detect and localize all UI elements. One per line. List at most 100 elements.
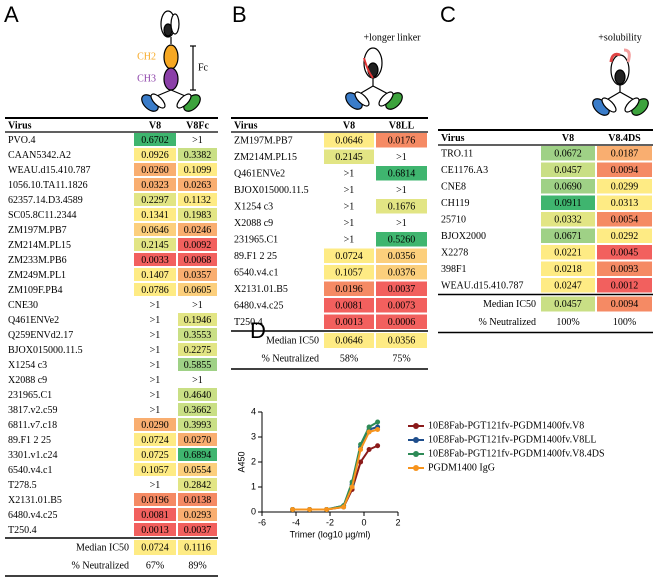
virus-name: X2131.01.B5 xyxy=(234,284,288,295)
cell-fill xyxy=(376,248,427,263)
cell-value: >1 xyxy=(150,390,161,401)
summary-value: 58% xyxy=(340,353,358,364)
data-point xyxy=(366,429,372,435)
cell-value: 0.0313 xyxy=(611,198,639,209)
cell-value: 0.1132 xyxy=(184,195,211,206)
cell-fill xyxy=(324,166,374,181)
virus-name: CAAN5342.A2 xyxy=(8,150,71,161)
cell-fill xyxy=(376,149,427,164)
cell-value: 0.1099 xyxy=(184,165,212,176)
virus-name: Q461ENVe2 xyxy=(8,315,59,326)
virus-name: CNE8 xyxy=(441,182,466,193)
legend-marker xyxy=(413,465,419,471)
cell-value: 0.3553 xyxy=(184,330,212,341)
series-line xyxy=(292,421,379,511)
virus-name: 6480.v4.c25 xyxy=(234,301,283,312)
chart: 0 1 2 3 4 -6 -4 -2 0 2 Trimer (log10 µg/ml) A450 10E… xyxy=(236,406,604,539)
cell-value: 0.0323 xyxy=(141,180,169,191)
virus-name: 6540.v4.c1 xyxy=(8,465,52,476)
cell-fill xyxy=(134,193,176,206)
cell-fill xyxy=(178,508,217,521)
cell-fill xyxy=(324,351,374,366)
cell-value: 0.1057 xyxy=(335,268,363,279)
cell-value: 0.0196 xyxy=(141,495,169,506)
cell-value: 0.0926 xyxy=(141,150,169,161)
summary-value: 0.0094 xyxy=(611,299,639,310)
virus-name: X2088 c9 xyxy=(8,375,47,386)
column-header: V8 xyxy=(343,120,355,131)
column-header: V8.4DS xyxy=(608,133,641,144)
cell-value: 0.0605 xyxy=(184,285,212,296)
cell-value: >1 xyxy=(150,405,161,416)
cell-value: 0.0357 xyxy=(184,270,212,281)
cell-value: 0.0012 xyxy=(611,281,639,292)
cell-fill xyxy=(541,261,595,276)
data-point xyxy=(366,424,372,430)
cell-value: >1 xyxy=(150,330,161,341)
cell-fill xyxy=(597,261,652,276)
cell-fill xyxy=(324,298,374,313)
panel-label: B xyxy=(232,2,247,27)
cell-fill xyxy=(324,333,374,348)
cell-value: >1 xyxy=(344,235,355,246)
legend-marker xyxy=(413,451,419,457)
annotation: CH2 xyxy=(137,51,156,62)
cell-fill xyxy=(376,333,427,348)
data-point xyxy=(358,459,364,465)
virus-name: T278.5 xyxy=(8,480,37,491)
virus-name: ZM233M.PB6 xyxy=(8,255,67,266)
cell-fill xyxy=(597,179,652,194)
cell-value: 0.0690 xyxy=(554,182,582,193)
cell-value: 0.0247 xyxy=(554,281,582,292)
virus-name: Q461ENVe2 xyxy=(234,169,285,180)
cell-fill xyxy=(178,253,217,266)
virus-name: 62357.14.D3.4589 xyxy=(8,195,83,206)
cell-fill xyxy=(134,373,176,386)
cell-value: 0.0196 xyxy=(335,284,363,295)
annotation: CH3 xyxy=(137,73,156,84)
panel-label: C xyxy=(440,2,456,27)
y-tick-label: 4 xyxy=(251,406,256,416)
cell-fill xyxy=(134,523,176,536)
cell-value: 0.0054 xyxy=(611,215,639,226)
cell-value: 0.0457 xyxy=(554,165,582,176)
cell-fill xyxy=(178,148,217,161)
cell-fill xyxy=(134,133,176,146)
data-point xyxy=(307,507,313,512)
cell-fill xyxy=(134,540,176,555)
cell-fill xyxy=(597,296,652,312)
data-point xyxy=(349,484,355,490)
virus-name: X2088 c9 xyxy=(234,218,273,229)
cell-value: >1 xyxy=(344,185,355,196)
cell-value: >1 xyxy=(396,218,407,229)
cell-value: 0.0646 xyxy=(141,225,169,236)
cell-fill xyxy=(376,265,427,280)
cell-value: 0.0045 xyxy=(611,248,639,259)
cell-fill xyxy=(178,193,217,206)
cell-fill xyxy=(376,215,427,230)
cell-fill xyxy=(178,540,217,555)
legend-marker xyxy=(413,423,419,429)
summary-value: 75% xyxy=(392,353,410,364)
data-point xyxy=(358,447,364,452)
cell-fill xyxy=(324,133,374,148)
x-tick-label: -4 xyxy=(292,517,300,527)
y-tick-label: 0 xyxy=(251,506,256,516)
cell-fill xyxy=(134,343,176,356)
virus-name: X2278 xyxy=(441,248,468,259)
schematic xyxy=(141,10,201,112)
cell-value: 0.0554 xyxy=(184,465,212,476)
column-header: V8LL xyxy=(389,120,415,131)
cell-value: 0.0293 xyxy=(184,510,212,521)
summary-value: 0.0457 xyxy=(554,299,582,310)
summary-value: 0.0356 xyxy=(388,335,416,346)
cell-value: 0.0073 xyxy=(388,301,416,312)
virus-name: X2131.01.B5 xyxy=(8,495,62,506)
cell-value: 0.0356 xyxy=(388,251,416,262)
virus-name: 1056.10.TA11.1826 xyxy=(8,180,88,191)
cell-value: 0.0013 xyxy=(141,525,169,536)
cell-fill xyxy=(134,418,176,431)
cell-fill xyxy=(541,212,595,227)
cell-value: 0.0299 xyxy=(611,182,639,193)
cell-fill xyxy=(324,215,374,230)
